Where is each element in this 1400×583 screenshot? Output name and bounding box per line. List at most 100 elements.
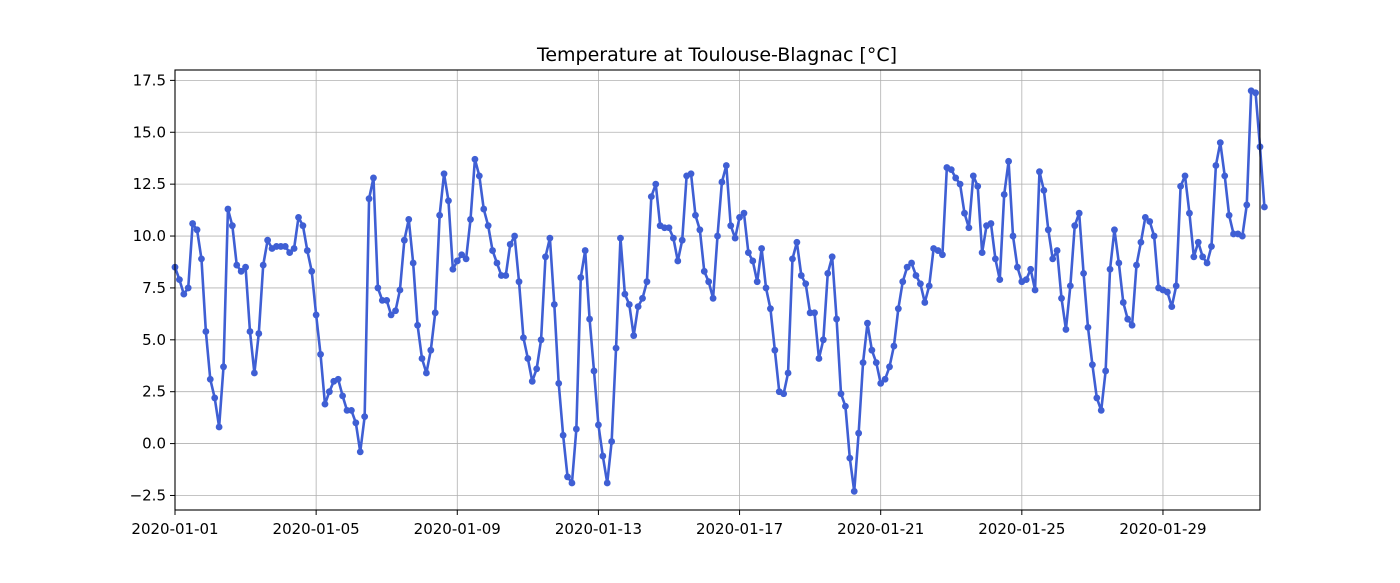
data-point [542,253,549,261]
data-point [934,247,942,254]
series-group [171,87,1268,495]
data-point [546,234,554,242]
data-point [352,419,360,427]
data-point [440,170,448,178]
data-point [868,346,876,354]
data-point [348,406,355,414]
data-point [233,261,241,269]
data-point [908,259,915,267]
data-point [1089,361,1096,369]
data-point [334,375,342,383]
data-point [744,249,752,257]
data-point [961,209,968,217]
data-point [1036,168,1043,176]
data-point [1049,255,1057,263]
data-point [427,346,435,354]
data-point [564,473,571,481]
data-point [987,220,995,227]
data-point [916,280,924,288]
data-point [762,284,770,292]
data-point [643,278,651,286]
data-point [709,294,717,302]
data-point [767,305,774,313]
x-tick-label: 2020-01-21 [837,520,924,538]
data-point [356,448,364,456]
data-point [1190,253,1198,261]
data-point [991,255,999,263]
data-point [1238,232,1246,240]
data-point [749,257,757,265]
data-point [1194,238,1202,246]
y-tick-label: 7.5 [142,279,166,297]
data-point [198,255,205,263]
data-point [339,392,346,400]
data-point [1168,303,1176,310]
data-point [176,276,183,284]
y-tick-label: 0.0 [142,435,166,453]
data-point [828,253,836,261]
x-tick-label: 2020-01-17 [696,520,783,538]
data-point [396,286,404,294]
data-point [480,205,488,213]
data-point [753,278,761,286]
data-point [1221,172,1229,180]
data-point [462,255,470,263]
data-point [1119,299,1127,306]
data-point [595,421,602,429]
data-point [617,234,624,242]
data-point [740,209,748,217]
data-point [180,290,188,298]
data-point [881,375,889,383]
data-point [246,328,254,335]
data-point [1133,261,1140,269]
data-point [202,328,210,335]
data-point [1141,213,1149,221]
data-point [903,263,911,271]
data-point [577,274,585,281]
data-point [850,487,858,495]
data-point [780,390,788,398]
data-point [1128,321,1136,329]
data-point [1071,222,1079,230]
grid [174,70,1260,510]
data-point [1243,201,1251,209]
data-point [731,234,739,242]
data-point [797,272,805,279]
data-point [833,315,840,323]
y-tick-label: 5.0 [142,331,166,349]
data-point [242,263,249,271]
y-tick-label: −2.5 [130,486,166,504]
data-point [1080,270,1087,277]
data-point [1172,282,1180,290]
data-point [321,400,329,408]
x-tick-label: 2020-01-09 [414,520,501,538]
data-point [678,236,686,244]
data-point [506,240,514,248]
data-point [1261,203,1268,211]
data-point [1212,162,1220,169]
data-point [965,224,973,232]
data-point [652,180,660,188]
data-point [220,363,227,371]
data-point [255,330,263,337]
data-point [1216,139,1224,147]
data-point [1044,226,1052,234]
data-point [312,311,320,319]
data-point [445,197,452,205]
data-point [1111,226,1118,234]
data-point [802,280,810,288]
data-point [837,390,845,398]
data-point [1225,211,1233,219]
data-point [423,369,430,377]
data-point [559,431,567,439]
data-point [811,309,818,317]
data-point [211,394,219,402]
data-point [387,311,395,319]
data-point [418,355,426,362]
data-point [705,278,713,286]
data-point [758,245,766,252]
data-point [409,259,417,267]
data-point [842,402,849,410]
data-point [789,255,796,263]
